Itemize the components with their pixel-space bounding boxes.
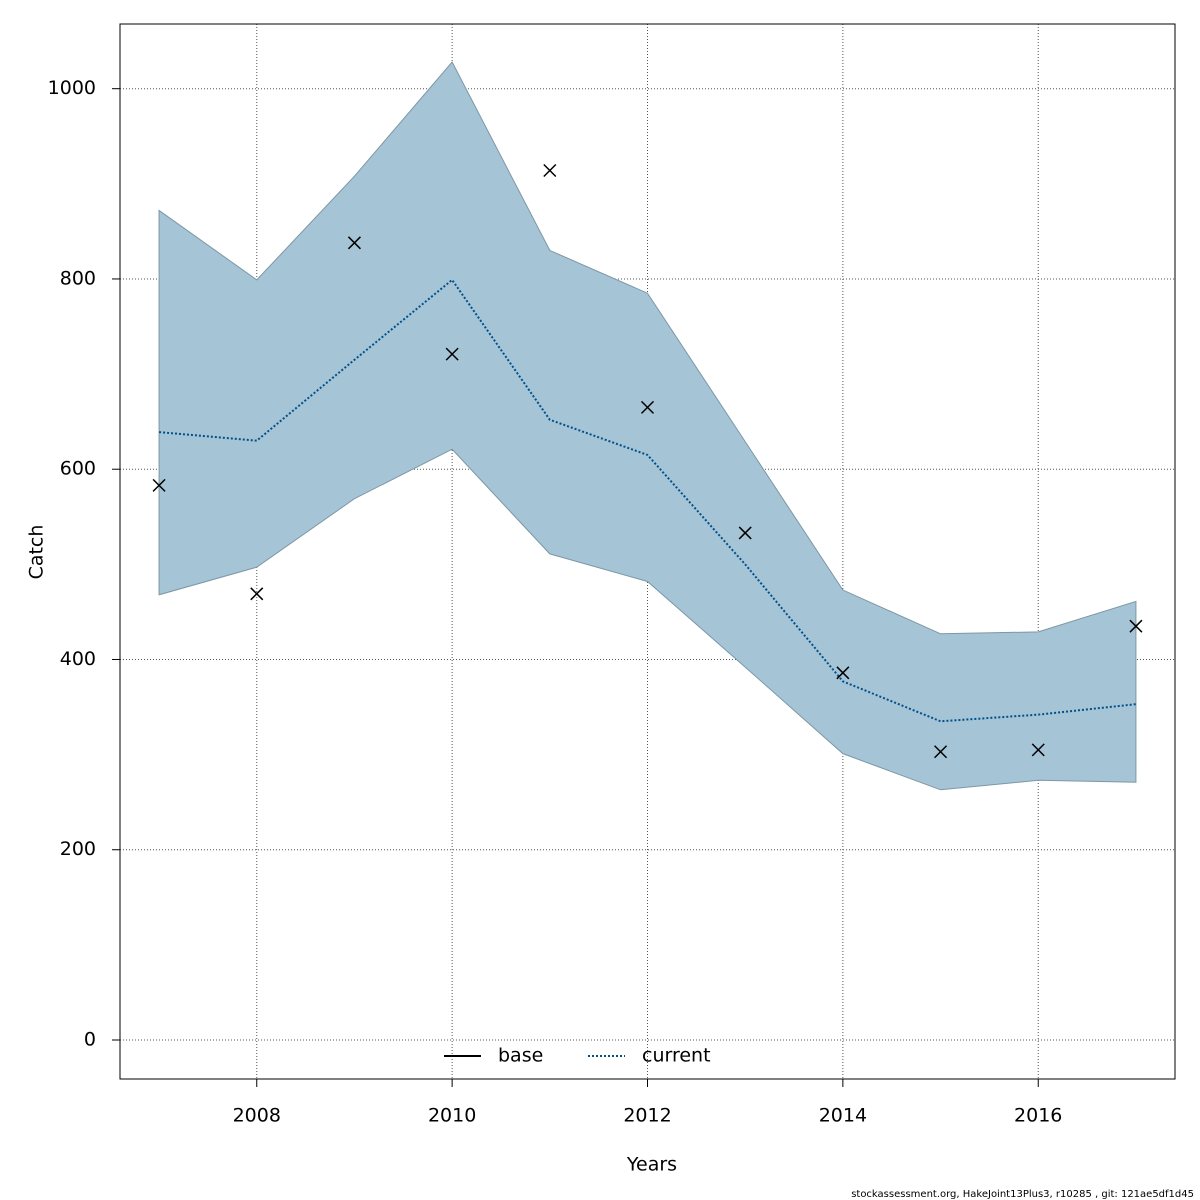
observed-point — [347, 236, 361, 250]
observed-point — [1031, 743, 1045, 757]
observed-point — [934, 745, 948, 759]
y-tick-label: 200 — [60, 838, 96, 860]
x-tick-label: 2010 — [428, 1105, 476, 1127]
observed-point — [738, 526, 752, 540]
x-axis-label: Years — [626, 1154, 677, 1176]
observed-point — [445, 347, 459, 361]
x-tick-label: 2012 — [623, 1105, 671, 1127]
x-tick-label: 2014 — [819, 1105, 867, 1127]
y-tick-label: 0 — [84, 1028, 96, 1050]
legend-label: base — [498, 1045, 543, 1067]
observed-point — [836, 666, 850, 680]
confidence-band — [158, 61, 1137, 791]
legend-label: current — [642, 1045, 711, 1067]
x-tick-label: 2016 — [1014, 1105, 1062, 1127]
y-tick-label: 1000 — [48, 77, 96, 99]
y-axis-label: Catch — [26, 525, 48, 580]
series-line — [158, 278, 1137, 723]
y-tick-label: 800 — [60, 267, 96, 289]
observed-point — [640, 400, 655, 414]
y-tick-label: 600 — [60, 458, 96, 480]
observed-point — [152, 478, 166, 492]
plot-frame — [119, 23, 1176, 1080]
footer: stockassessment.org, HakeJoint13Plus3, r… — [851, 1189, 1194, 1200]
x-tick-label: 2008 — [233, 1105, 281, 1127]
observed-point — [543, 163, 557, 178]
observed-point — [1129, 619, 1143, 633]
y-tick-label: 400 — [60, 648, 96, 670]
observed-point — [250, 587, 264, 601]
